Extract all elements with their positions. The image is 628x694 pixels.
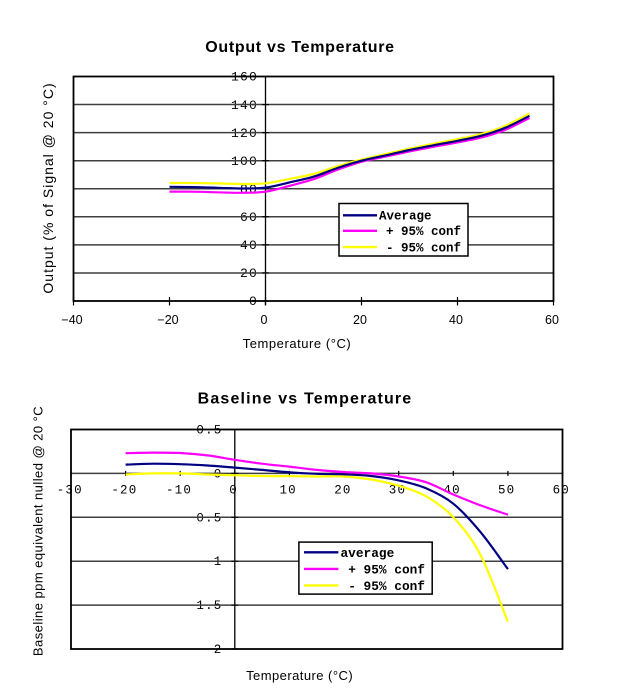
svg-text:Average: Average (379, 210, 432, 224)
svg-text:60: 60 (545, 313, 559, 327)
svg-text:10: 10 (279, 484, 296, 498)
svg-text:Temperature (°C): Temperature (°C) (243, 336, 352, 351)
svg-text:40: 40 (449, 313, 463, 327)
svg-text:+ 95% conf: + 95% conf (386, 225, 461, 239)
svg-text:60: 60 (553, 484, 570, 498)
svg-text:+ 95% conf: + 95% conf (348, 563, 425, 578)
svg-text:1.5: 1.5 (196, 599, 222, 613)
svg-text:20: 20 (353, 313, 367, 327)
svg-text:0: 0 (229, 484, 238, 498)
svg-text:50: 50 (498, 484, 515, 498)
svg-text:2: 2 (214, 643, 223, 657)
svg-text:−40: −40 (61, 313, 82, 327)
svg-text:Temperature (°C): Temperature (°C) (246, 668, 353, 683)
svg-text:- 95% conf: - 95% conf (348, 579, 425, 594)
svg-text:-20: -20 (111, 484, 137, 498)
svg-text:1: 1 (214, 555, 223, 569)
svg-text:Output vs Temperature: Output vs Temperature (205, 39, 395, 56)
svg-text:average: average (341, 546, 395, 561)
svg-text:-10: -10 (166, 484, 192, 498)
svg-text:-30: -30 (57, 484, 83, 498)
svg-text:40: 40 (443, 484, 460, 498)
svg-text:0.5: 0.5 (196, 511, 222, 525)
svg-text:Output (% of Signal @ 20 °C): Output (% of Signal @ 20 °C) (40, 82, 56, 293)
svg-text:- 95% conf: - 95% conf (386, 241, 461, 255)
svg-text:0: 0 (261, 313, 268, 327)
svg-text:Baseline ppm equivalent nulled: Baseline ppm equivalent nulled @ 20 °C (30, 406, 45, 656)
svg-text:Baseline vs Temperature: Baseline vs Temperature (198, 391, 413, 408)
svg-text:0.5: 0.5 (196, 424, 222, 438)
svg-text:20: 20 (334, 484, 351, 498)
svg-text:−20: −20 (157, 313, 178, 327)
